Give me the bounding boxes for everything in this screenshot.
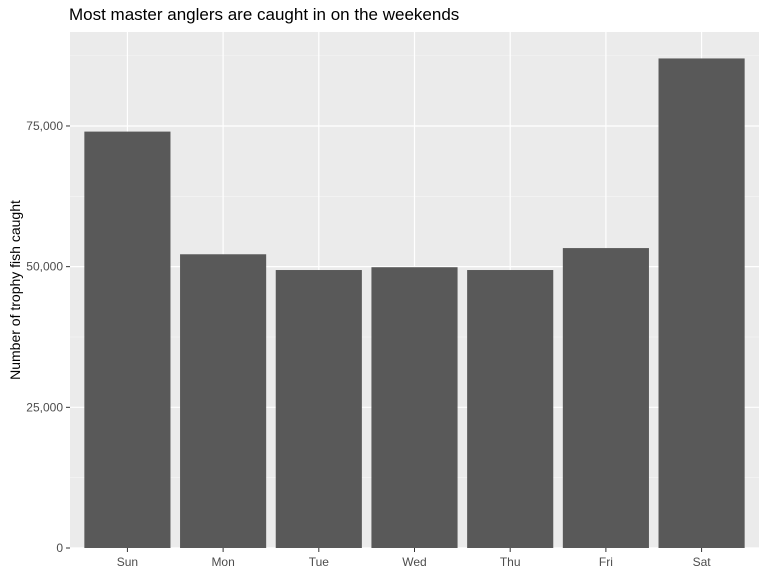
x-tick-label: Mon <box>211 555 234 569</box>
x-tick-label: Wed <box>402 555 426 569</box>
x-axis: Sun Mon Tue Wed Thu Fri Sat <box>117 548 712 569</box>
bar-thu <box>467 270 554 548</box>
y-tick-label: 25,000 <box>26 400 63 414</box>
bar-mon <box>180 254 267 549</box>
y-axis: 0 25,000 50,000 75,000 <box>26 119 70 555</box>
x-tick-label: Tue <box>309 555 330 569</box>
bar-tue <box>275 270 362 548</box>
y-tick-label: 0 <box>56 541 63 555</box>
x-tick-label: Sat <box>693 555 712 569</box>
y-tick-label: 75,000 <box>26 119 63 133</box>
bar-sat <box>658 58 745 548</box>
bar-fri <box>562 248 649 548</box>
bar-wed <box>371 267 458 548</box>
bar-sun <box>84 131 171 548</box>
y-tick-label: 50,000 <box>26 260 63 274</box>
x-tick-label: Sun <box>117 555 138 569</box>
chart-title: Most master anglers are caught in on the… <box>69 5 460 24</box>
x-tick-label: Thu <box>500 555 521 569</box>
y-axis-title: Number of trophy fish caught <box>7 200 23 380</box>
x-tick-label: Fri <box>599 555 613 569</box>
bars <box>84 58 745 549</box>
